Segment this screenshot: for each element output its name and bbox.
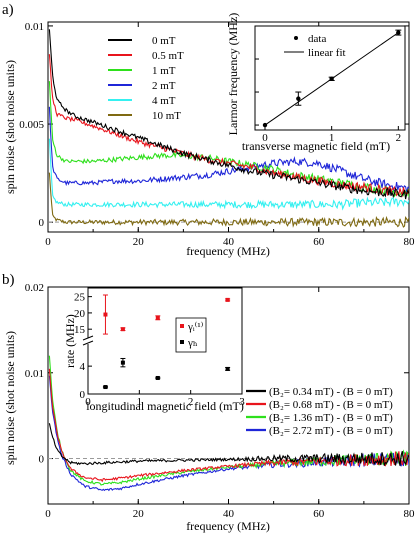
panel-a-inset-legend: data linear fit <box>284 33 346 59</box>
legend-label: 2 mT <box>152 80 176 92</box>
panel-b-inset-bg <box>88 288 242 394</box>
inset-y-tick-label: 25 <box>74 292 86 304</box>
inset-data-point-red <box>103 312 108 317</box>
panel-b-inset-ticks: 0 1 2 3 0 4 15 20 25 <box>74 292 245 408</box>
inset-x-tick-label: 3 <box>239 396 245 408</box>
y-tick-label: 0.02 <box>25 282 44 294</box>
panel-b-series <box>48 355 409 492</box>
legend-label: 1 mT <box>152 65 176 77</box>
axis-break-gap <box>86 338 91 344</box>
panel-a-inset-data <box>262 29 402 128</box>
x-tick-label: 80 <box>404 236 415 248</box>
inset-data-point <box>329 76 334 82</box>
series-line-green <box>48 81 409 198</box>
legend-label: 10 mT <box>152 110 181 122</box>
series-line-black <box>48 423 409 466</box>
inset-legend-box <box>175 317 207 353</box>
y-tick-label: 0 <box>39 454 45 466</box>
x-tick-label: 20 <box>133 236 145 248</box>
inset-x-tick-label: 0 <box>262 132 268 144</box>
x-tick-label: 60 <box>313 236 325 248</box>
series-line-olive <box>48 172 409 228</box>
inset-data-point-red <box>155 315 160 320</box>
panel-a-inset-xlabel: transverse magnetic field (mT) <box>242 139 390 153</box>
axis-break-mark <box>82 340 94 346</box>
y-tick-label: 0.005 <box>19 119 44 131</box>
x-tick-label: 40 <box>223 508 235 520</box>
legend-label: 0.5 mT <box>152 50 184 62</box>
x-tick-label: 0 <box>45 236 51 248</box>
series-line-cyan <box>48 138 409 211</box>
x-tick-label: 60 <box>313 508 325 520</box>
y-tick-label: 0.01 <box>25 368 44 380</box>
panel-b-inset: 0 1 2 3 0 4 15 20 25 longitudinal magnetic field… <box>63 287 245 413</box>
axis-break-mark <box>82 335 94 341</box>
series-line-red <box>48 54 409 198</box>
legend-label: (B₂= 1.36 mT) - (B = 0 mT) <box>269 412 393 424</box>
y-tick-label: 0 <box>39 217 45 229</box>
panel-b-inset-xlabel: longitudinal magnetic field (mT) <box>86 399 244 413</box>
inset-legend-label: data <box>308 33 326 45</box>
series-line-blue <box>48 106 409 193</box>
panel-label-a: a) <box>2 2 14 18</box>
inset-data-point <box>396 30 401 35</box>
panel-a-inset: 0 1 2 transverse magnetic field (mT) Larmo… <box>226 13 406 153</box>
panel-a-xlabel: frequency (MHz) <box>186 244 270 258</box>
inset-data-point-black <box>155 375 160 380</box>
inset-x-tick-label: 2 <box>396 132 402 144</box>
inset-legend-marker-red <box>180 324 184 328</box>
inset-x-tick-label: 0 <box>85 396 91 408</box>
inset-data-point <box>262 122 268 128</box>
inset-legend-label: γₕ <box>187 337 198 349</box>
panel-b-inset-legend: γᵢ⁽¹⁾ γₕ <box>175 317 207 353</box>
inset-data-point-red <box>225 297 230 302</box>
panel-b-xlabel: frequency (MHz) <box>186 519 270 533</box>
legend-label: (B₂= 2.72 mT) - (B = 0 mT) <box>269 425 393 437</box>
panel-b-inset-ylabel: rate (MHz) <box>63 314 77 368</box>
inset-legend-marker-black <box>180 340 184 344</box>
y-tick-label: 0.01 <box>25 21 44 33</box>
inset-x-tick-label: 1 <box>329 132 335 144</box>
panel-a-ylabel: spin noise (shot noise units) <box>3 60 17 194</box>
inset-y-tick-label: 4 <box>80 361 86 373</box>
inset-legend-label: linear fit <box>308 47 346 59</box>
inset-legend-marker <box>294 36 298 40</box>
inset-x-tick-label: 2 <box>188 396 194 408</box>
panel-b-inset-data <box>102 294 231 390</box>
inset-y-tick-label: 20 <box>74 308 86 320</box>
inset-data-point-black <box>120 360 125 365</box>
inset-data-point-black <box>103 385 108 390</box>
inset-y-tick-label: 15 <box>74 324 86 336</box>
x-tick-label: 0 <box>45 508 51 520</box>
legend-label: (B₂= 0.34 mT) - (B = 0 mT) <box>269 386 393 398</box>
inset-data-point-black <box>225 366 230 371</box>
inset-data-point-red <box>120 327 125 332</box>
x-tick-label: 40 <box>223 236 235 248</box>
inset-x-tick-label: 1 <box>137 396 143 408</box>
panel-label-b: b) <box>2 272 15 288</box>
panel-a-series <box>48 29 409 228</box>
x-tick-label: 80 <box>404 508 415 520</box>
panel-a-legend: 0 mT 0.5 mT 1 mT 2 mT 4 mT 10 mT <box>108 35 184 122</box>
legend-label: 4 mT <box>152 95 176 107</box>
panel-b-legend: (B₂= 0.34 mT) - (B = 0 mT)(B₂= 0.68 mT) … <box>246 386 393 437</box>
panel-b-ylabel: spin noise (shot noise units) <box>3 331 17 465</box>
legend-label: (B₂= 0.68 mT) - (B = 0 mT) <box>269 399 393 411</box>
inset-y-tick-label: 0 <box>80 389 86 401</box>
legend-label: 0 mT <box>152 35 176 47</box>
x-tick-label: 20 <box>133 508 145 520</box>
inset-legend-label: γᵢ⁽¹⁾ <box>187 321 204 333</box>
inset-data-point <box>296 96 301 101</box>
panel-a-inset-ylabel: Larmor frequency (MHz) <box>226 13 240 136</box>
series-line-black <box>48 29 409 200</box>
